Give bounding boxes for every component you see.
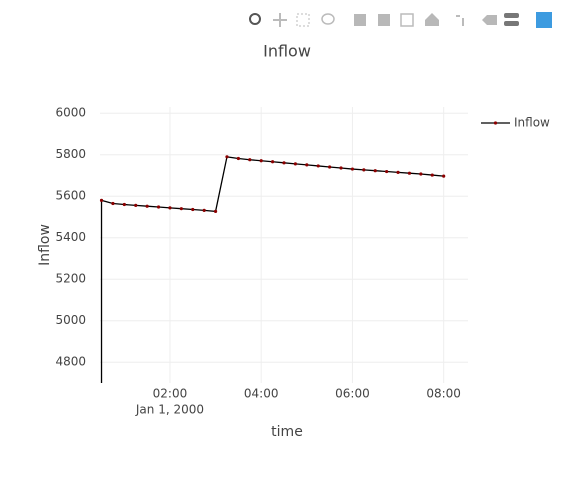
home-icon[interactable] [425,13,439,26]
point [225,155,229,159]
y-tick-label: 5200 [55,272,86,286]
point [191,207,195,212]
y-tick-label: 6000 [55,106,86,120]
point [385,169,389,174]
hover-closest-icon[interactable] [482,15,497,25]
point [202,208,206,212]
x-date-label: Jan 1, 2000 [135,403,204,417]
point [156,205,161,209]
point [122,202,126,207]
lasso-icon[interactable] [321,13,335,25]
plotly-logo[interactable] [536,12,552,28]
point [213,209,218,213]
pan-icon[interactable] [273,13,287,27]
point [328,165,332,169]
x-tick-label: 04:00 [244,387,279,401]
legend-label: Inflow [514,116,550,130]
box-select-icon[interactable] [296,13,310,27]
toolbar [249,12,552,28]
line [100,156,444,383]
point [259,159,263,163]
point [111,201,115,206]
zoom-in-icon[interactable] [354,14,366,26]
y-axis-label: Inflow [37,224,53,266]
point [99,198,104,202]
y-tick-label: 5000 [55,313,86,327]
autoscale-icon[interactable] [400,13,414,27]
y-tick-label: 5400 [55,230,86,244]
point [134,203,138,207]
point [339,166,343,170]
spike-icon[interactable] [456,15,464,26]
point [179,207,183,211]
point [236,156,240,161]
point [316,164,320,168]
hover-compare-icon[interactable] [504,13,519,18]
point [168,206,172,210]
zoom-icon[interactable] [249,13,261,25]
point [282,161,286,165]
x-tick-label: 02:00 [153,387,188,401]
point [442,174,446,178]
point [145,204,149,208]
point [305,163,309,167]
point [270,160,275,164]
point [396,170,400,174]
y-tick-label: 5600 [55,189,86,203]
point [248,158,252,162]
chart-title: Inflow [263,42,311,61]
point [419,172,423,176]
zoom-out-icon[interactable] [378,14,390,26]
point [362,168,366,172]
point [293,162,298,166]
x-tick-label: 08:00 [426,387,461,401]
y-tick-label: 5800 [55,147,86,161]
x-axis-label: time [271,424,303,440]
y-tick-label: 4800 [55,355,86,369]
x-tick-label: 06:00 [335,387,370,401]
hover-compare-icon[interactable] [504,21,519,26]
point [373,169,377,173]
legend-marker [493,121,498,125]
point [407,171,412,175]
point [350,167,355,171]
point [430,173,434,177]
